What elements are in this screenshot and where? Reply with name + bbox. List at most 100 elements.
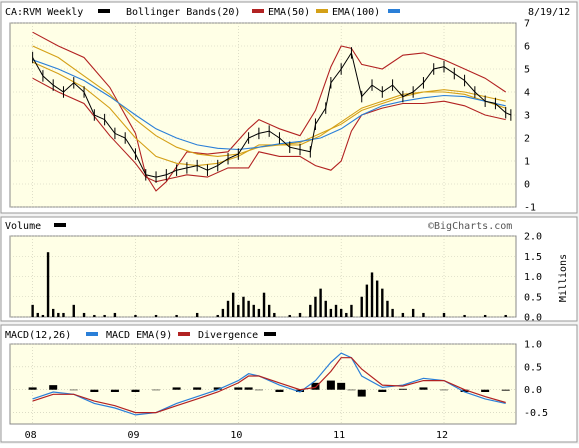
price-series-line <box>32 51 512 178</box>
volume-bar <box>134 314 137 317</box>
signal-legend-swatch <box>178 332 190 336</box>
volume-bar <box>242 296 245 317</box>
divergence-bar <box>275 389 284 392</box>
macd-signal-label: MACD EMA(9) <box>106 330 172 341</box>
y-tick-label: 1.5 <box>524 252 542 263</box>
y-tick-label: 4 <box>524 88 530 99</box>
volume-bar <box>221 308 225 317</box>
divergence-bar <box>69 389 78 391</box>
volume-panel: Volume ©BigCharts.com Millions 2.0 1.5 1.0… <box>0 216 578 324</box>
volume-bar <box>257 308 261 317</box>
volume-bar <box>72 304 75 317</box>
ema50-legend-swatch <box>316 9 328 13</box>
divergence-bar <box>311 382 320 390</box>
volume-bar <box>411 308 415 317</box>
y-tick-label: 0 <box>524 180 530 191</box>
divergence-bar <box>90 389 99 392</box>
macd-signal-line <box>32 357 506 414</box>
divergence-bar <box>28 387 37 390</box>
y-tick-label: 7 <box>524 19 530 30</box>
x-tick-label: 09 <box>127 430 139 441</box>
volume-bar <box>262 292 266 317</box>
macd-panel: MACD(12,26) MACD EMA(9) Divergence 1.0 0.… <box>0 324 578 443</box>
volume-bar <box>375 280 379 317</box>
ema-blue-line <box>32 59 506 151</box>
price-series <box>32 31 512 192</box>
divergence-bar <box>460 389 469 392</box>
volume-bar <box>442 312 446 317</box>
bollinger-band-line <box>32 77 506 183</box>
y-tick-label: 6 <box>524 42 530 53</box>
volume-bar <box>329 308 333 317</box>
divergence-bar <box>378 389 387 392</box>
y-tick-label: 2.0 <box>524 232 542 243</box>
volume-bar <box>463 314 466 317</box>
volume-bar <box>82 312 86 317</box>
y-tick-label: 5 <box>524 65 530 76</box>
volume-bar <box>345 312 348 317</box>
ema-line <box>32 45 506 157</box>
volume-bar <box>247 300 250 317</box>
date-label: 8/19/12 <box>528 7 570 18</box>
divergence-bar <box>152 389 161 391</box>
volume-bar <box>46 252 50 317</box>
x-tick-label: 12 <box>436 430 448 441</box>
volume-bar <box>381 288 384 317</box>
volume-bar <box>365 284 369 317</box>
volume-label: Volume <box>5 221 41 232</box>
volume-bar <box>51 308 55 317</box>
divergence-bar <box>481 389 490 392</box>
volume-bar <box>298 312 302 317</box>
y-tick-label: 2 <box>524 134 530 145</box>
volume-bar <box>267 304 271 317</box>
volume-bar <box>237 304 240 317</box>
volume-bar <box>31 304 34 317</box>
volume-bar <box>309 304 312 317</box>
x-tick-label: 11 <box>333 430 345 441</box>
macd-label: MACD(12,26) <box>5 330 71 341</box>
volume-bar <box>401 312 405 317</box>
divergence-bar <box>244 387 253 390</box>
price-legend-swatch <box>98 9 110 13</box>
volume-bar <box>339 308 343 317</box>
volume-bars <box>31 252 507 317</box>
y-tick-label: 0.0 <box>524 385 542 396</box>
volume-bar <box>216 314 219 317</box>
volume-bar <box>41 314 45 317</box>
volume-bar <box>324 300 327 317</box>
macd-y-ticks: 1.0 0.5 0.0 -0.5 <box>524 340 548 420</box>
ema50-label: EMA(50) <box>268 7 310 18</box>
divergence-bar <box>296 389 305 392</box>
volume-bar <box>252 304 255 317</box>
y-tick-label: 1 <box>524 157 530 168</box>
volume-bar <box>103 314 106 317</box>
macd-series <box>28 352 510 416</box>
watermark: ©BigCharts.com <box>428 221 512 232</box>
volume-bar <box>273 312 276 317</box>
price-panel: CA:RVM Weekly Bollinger Bands(20) EMA(50… <box>0 1 578 214</box>
divergence-label: Divergence <box>198 330 258 341</box>
macd-plot-area <box>9 343 517 425</box>
x-tick-label: 10 <box>230 430 242 441</box>
price-y-ticks: 7 6 5 4 3 2 1 0 -1 <box>524 19 536 214</box>
ema100-legend-swatch <box>388 9 400 13</box>
volume-bar <box>36 312 39 317</box>
macd-legend-swatch <box>86 332 98 336</box>
divergence-bar <box>398 388 407 390</box>
divergence-legend-swatch <box>264 332 276 336</box>
y-tick-label: -1 <box>524 203 536 214</box>
volume-bar <box>334 304 338 317</box>
divergence-bar <box>193 387 202 390</box>
divergence-bar <box>326 380 335 390</box>
divergence-bar <box>49 385 58 390</box>
divergence-bar <box>501 389 510 391</box>
volume-bar <box>62 312 65 317</box>
volume-bar <box>175 314 178 317</box>
volume-bar <box>57 312 60 317</box>
volume-bar <box>386 300 389 317</box>
volume-bar <box>154 314 158 317</box>
bollinger-label: Bollinger Bands(20) <box>126 7 240 18</box>
volume-bar <box>226 300 230 317</box>
volume-bar <box>391 308 394 317</box>
